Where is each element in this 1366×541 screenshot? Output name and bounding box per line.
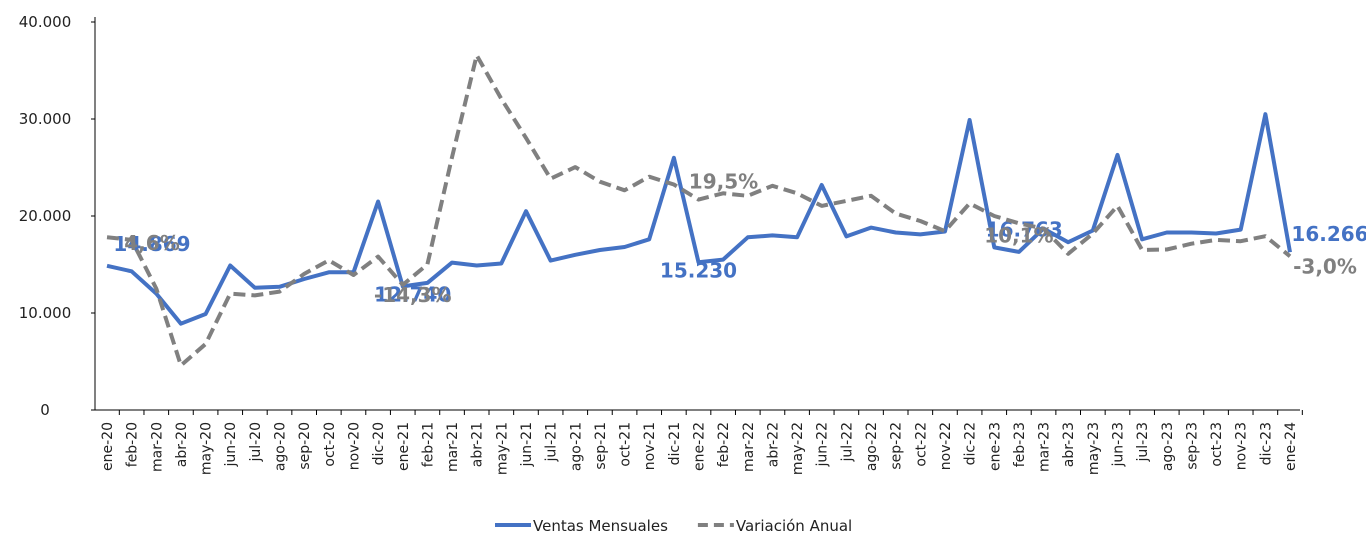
x-tick-label: feb-21 (420, 422, 436, 467)
x-tick-label: sep-23 (1184, 422, 1200, 470)
x-tick-label: may-23 (1086, 422, 1102, 475)
data-label: -14,3% (374, 283, 452, 307)
x-tick-label: abr-21 (470, 422, 486, 467)
x-tick-label: mar-21 (445, 422, 461, 472)
x-tick-label: oct-21 (618, 422, 634, 467)
legend-label: Variación Anual (736, 517, 852, 535)
x-tick-label: jun-20 (223, 422, 239, 468)
y-tick-label: 30.000 (19, 110, 72, 128)
x-tick-label: jul-22 (839, 422, 855, 463)
x-tick-label: abr-23 (1061, 422, 1077, 467)
x-tick-label: mar-20 (149, 422, 165, 472)
x-tick-label: dic-22 (963, 422, 979, 465)
x-tick-label: oct-20 (322, 422, 338, 467)
x-tick-label: oct-23 (1209, 422, 1225, 467)
x-tick-label: may-21 (494, 422, 510, 475)
legend-label: Ventas Mensuales (533, 517, 668, 535)
data-label: 12.740 (374, 282, 451, 306)
data-label: 15.230 (660, 258, 737, 282)
x-tick-label: sep-21 (593, 422, 609, 470)
x-tick-label: jul-21 (544, 422, 560, 463)
y-tick-label: 40.000 (19, 13, 72, 31)
y-tick-label: 10.000 (19, 304, 72, 322)
x-tick-label: abr-20 (174, 422, 190, 467)
x-tick-label: jul-23 (1135, 422, 1151, 463)
x-tick-label: may-22 (790, 422, 806, 475)
x-tick-label: mar-23 (1037, 422, 1053, 472)
y-tick-label: 0 (40, 401, 50, 419)
x-tick-label: ago-22 (864, 422, 880, 471)
x-tick-label: dic-23 (1258, 422, 1274, 465)
x-tick-label: nov-21 (642, 422, 658, 470)
x-tick-label: nov-22 (938, 422, 954, 470)
data-label: 16.266 (1291, 222, 1366, 246)
x-tick-label: sep-22 (889, 422, 905, 470)
data-label: 4,6% (124, 231, 179, 255)
x-tick-label: jun-21 (519, 422, 535, 468)
x-tick-label: ene-20 (100, 422, 116, 471)
x-tick-label: feb-20 (125, 422, 141, 467)
data-label: 16.763 (986, 217, 1063, 241)
x-tick-label: oct-22 (913, 422, 929, 467)
line-series (106, 53, 1292, 368)
line-series (106, 112, 1292, 326)
x-tick-label: jul-20 (248, 422, 264, 463)
data-label: -3,0% (1293, 254, 1357, 278)
y-tick-label: 20.000 (19, 207, 72, 225)
x-tick-label: ago-20 (273, 422, 289, 471)
x-tick-label: jun-23 (1110, 422, 1126, 468)
data-label: 10,1% (984, 223, 1053, 247)
x-tick-label: abr-22 (765, 422, 781, 467)
x-tick-label: jun-22 (815, 422, 831, 468)
x-tick-label: feb-23 (1012, 422, 1028, 467)
x-tick-label: ene-21 (396, 422, 412, 471)
x-tick-label: may-20 (199, 422, 215, 475)
x-tick-label: sep-20 (297, 422, 313, 470)
x-tick-label: nov-23 (1234, 422, 1250, 470)
x-tick-label: nov-20 (346, 422, 362, 470)
x-tick-label: dic-21 (667, 422, 683, 465)
x-tick-label: ene-22 (692, 422, 708, 471)
data-label: 19,5% (689, 170, 758, 194)
x-tick-label: ene-24 (1283, 422, 1299, 471)
x-tick-label: ago-21 (568, 422, 584, 471)
x-tick-label: dic-20 (371, 422, 387, 465)
x-tick-label: ago-23 (1160, 422, 1176, 471)
data-label: 14.869 (113, 232, 190, 256)
x-tick-label: ene-23 (987, 422, 1003, 471)
x-tick-label: feb-22 (716, 422, 732, 467)
x-tick-label: mar-22 (741, 422, 757, 472)
